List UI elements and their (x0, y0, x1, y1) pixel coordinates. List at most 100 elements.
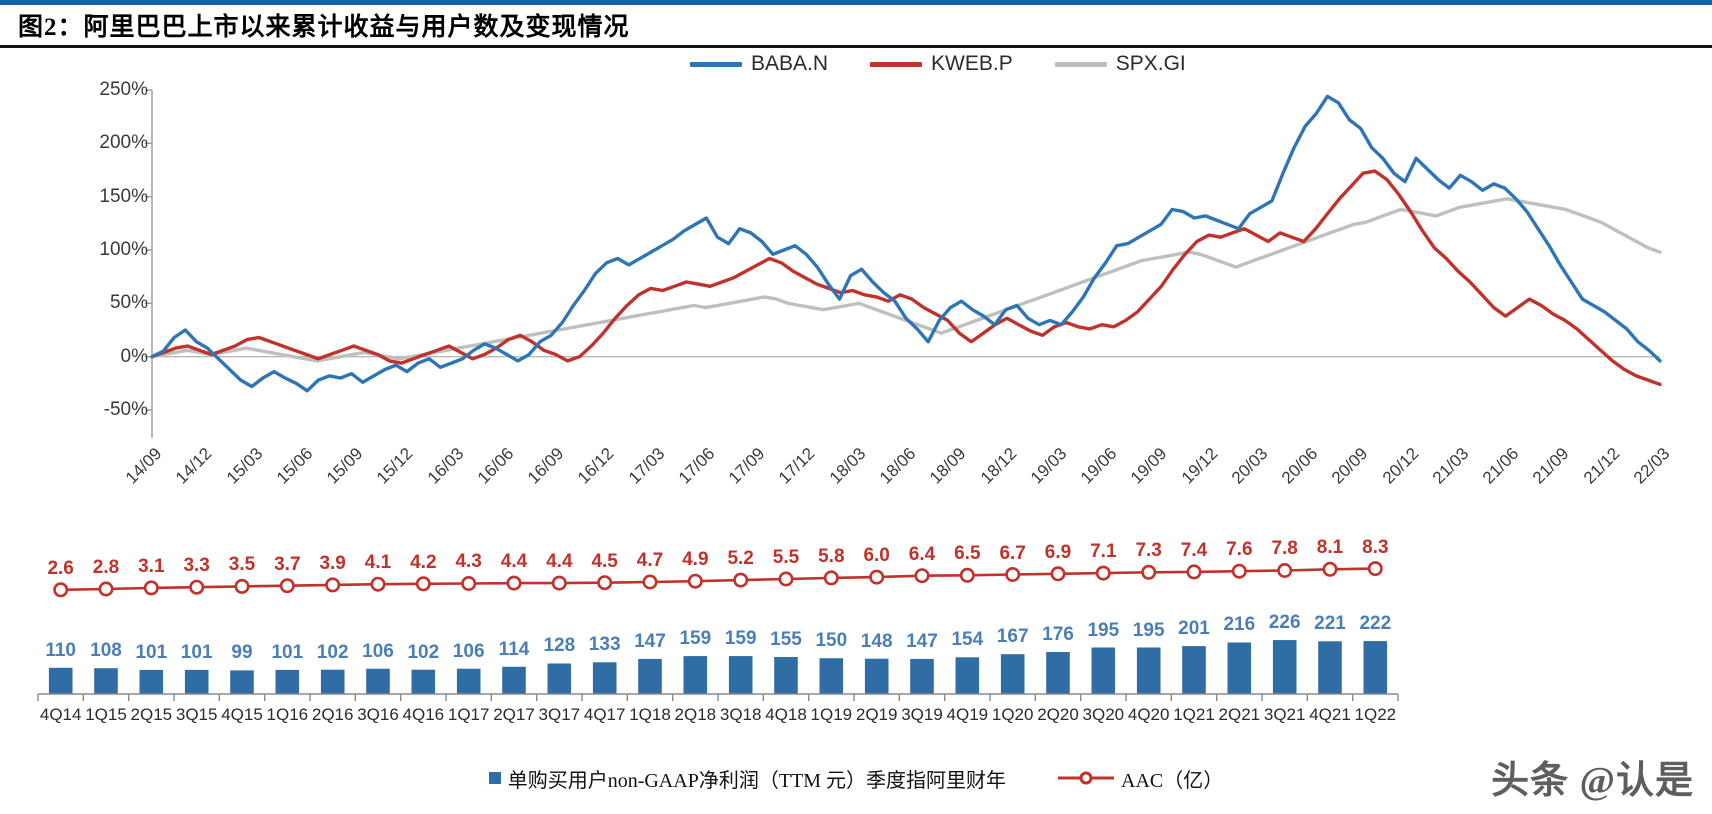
category-axis-label: 2Q20 (1037, 705, 1079, 724)
category-axis-label: 3Q16 (357, 705, 399, 724)
bar-value-label: 114 (498, 638, 530, 660)
aac-value-label: 5.2 (727, 548, 754, 570)
bar (1000, 654, 1025, 694)
aac-data-point (415, 576, 431, 592)
bar (683, 656, 708, 694)
aac-value-label: 6.5 (954, 543, 981, 565)
line-series-baba-n (150, 94, 1662, 393)
line-marker-swatch-icon (1058, 771, 1115, 785)
bar (910, 658, 934, 694)
line-chart-x-axis: 14/09 14/12 15/03 15/06 15/09 15/12 16/03 16/06… (0, 52, 1712, 492)
aac-value-label: 4.1 (364, 552, 392, 574)
aac-value-label: 3.1 (138, 555, 165, 577)
aac-data-point (823, 570, 839, 586)
aac-value-label: 2.6 (47, 557, 74, 579)
aac-value-label: 4.7 (636, 549, 664, 571)
aac-value-label: 4.3 (455, 551, 482, 573)
bar-value-label: 195 (1132, 619, 1165, 641)
bar (1136, 647, 1161, 694)
legend-item-kweb[interactable]: KWEB.P (870, 52, 1013, 76)
aac-data-point (778, 571, 794, 587)
aac-data-point (914, 568, 930, 584)
category-axis-label: 2Q15 (130, 705, 173, 724)
aac-value-label: 6.0 (863, 545, 890, 567)
aac-data-point (597, 575, 613, 591)
aac-line-series (60, 567, 1376, 592)
bar (411, 669, 436, 694)
legend-item-baba[interactable]: BABA.N (690, 52, 828, 76)
aac-data-point (733, 572, 749, 588)
category-axis-label: 1Q15 (85, 705, 127, 724)
bar (592, 662, 617, 694)
bar-value-label: 155 (770, 629, 802, 651)
category-axis-label: 1Q17 (447, 705, 490, 724)
category-axis-label: 1Q18 (629, 705, 671, 724)
category-axis-label: 1Q19 (810, 705, 853, 724)
line-swatch-icon (1054, 61, 1107, 67)
bar (139, 669, 164, 694)
category-axis-label: 1Q22 (1354, 705, 1397, 724)
aac-data-point (143, 580, 159, 596)
bar-value-label: 216 (1223, 614, 1256, 636)
aac-value-label: 8.3 (1362, 536, 1389, 558)
bar-value-label: 101 (271, 641, 304, 663)
category-axis-label: 1Q16 (266, 705, 309, 724)
category-axis-label: 4Q21 (1309, 705, 1351, 724)
bar (774, 657, 798, 694)
aac-data-point (279, 578, 295, 594)
aac-value-label: 5.8 (818, 545, 845, 567)
bar-value-label: 101 (135, 641, 168, 663)
aac-data-point (1050, 566, 1066, 582)
watermark: 头条 @认是 (1491, 749, 1694, 804)
y-axis-tick-label: 200% (99, 132, 148, 154)
category-axis-label: 1Q20 (991, 705, 1034, 724)
bar-value-label: 133 (588, 634, 621, 656)
bar (819, 658, 844, 694)
bar-value-label: 110 (45, 639, 76, 661)
legend-item-aac[interactable]: AAC（亿） (1058, 764, 1223, 793)
bar-value-label: 176 (1042, 624, 1074, 646)
category-axis-label: 4Q14 (39, 705, 82, 724)
bar-value-label: 159 (724, 628, 757, 650)
bar-value-label: 226 (1268, 612, 1301, 634)
legend-item-spx[interactable]: SPX.GI (1054, 52, 1186, 76)
aac-value-label: 8.1 (1316, 537, 1344, 559)
line-chart-legend: BABA.N KWEB.P SPX.GI (690, 52, 1186, 76)
aac-value-label: 6.4 (908, 543, 936, 565)
bar (275, 669, 300, 694)
category-axis-label: 2Q19 (855, 705, 898, 724)
y-axis-tick-label: 0% (120, 345, 148, 367)
aac-data-point (98, 581, 114, 597)
aac-value-label: 4.4 (500, 551, 528, 573)
legend-label: AAC（亿） (1121, 769, 1224, 792)
y-axis-tick-label: 150% (99, 185, 148, 207)
bar-value-label: 106 (452, 640, 485, 662)
legend-item-profit-per-user[interactable]: 单购买用户non-GAAP净利润（TTM 元）季度指阿里财年 (488, 764, 1006, 793)
bar-value-label: 167 (996, 626, 1029, 648)
aac-data-point (551, 575, 567, 591)
aac-value-label: 4.9 (682, 549, 709, 571)
y-axis-tick-label: 50% (109, 292, 148, 314)
bar-value-label: 99 (231, 642, 253, 664)
aac-value-label: 6.9 (1044, 541, 1072, 563)
aac-data-point (461, 576, 477, 592)
aac-data-point (869, 569, 885, 585)
category-axis-label: 3Q20 (1082, 705, 1125, 724)
figure-title-bar: 图2：阿里巴巴上市以来累计收益与用户数及变现情况 (0, 0, 1712, 48)
aac-value-label: 7.8 (1271, 538, 1298, 560)
bar (864, 658, 889, 694)
category-axis-label: 4Q16 (402, 705, 445, 724)
bar (502, 666, 526, 694)
aac-data-point (642, 574, 658, 590)
aac-data-point (325, 577, 341, 593)
bar-value-label: 101 (180, 641, 213, 663)
bar (638, 658, 662, 694)
bar (1272, 640, 1297, 694)
aac-value-label: 2.8 (92, 557, 120, 579)
category-axis-label: 2Q21 (1218, 705, 1261, 724)
bar-value-label: 106 (362, 640, 394, 662)
category-axis-label: 3Q15 (175, 705, 218, 724)
bar-value-label: 221 (1314, 613, 1346, 635)
bar-value-label: 150 (815, 630, 848, 652)
category-axis-label: 1Q21 (1173, 705, 1215, 724)
